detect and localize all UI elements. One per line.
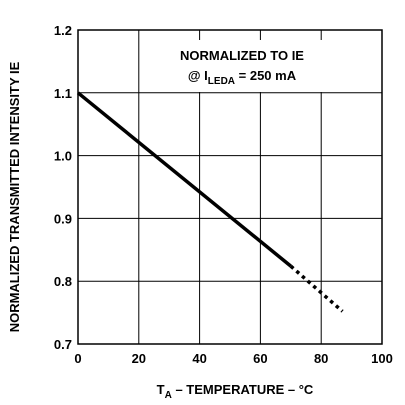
x-tick-label: 0 — [74, 351, 81, 366]
x-tick-labels: 0 20 40 60 80 100 — [74, 351, 392, 366]
x-tick-label: 80 — [314, 351, 328, 366]
x-axis-title-prefix: T — [157, 382, 165, 397]
measured-line — [78, 93, 291, 266]
annotation-box: NORMALIZED TO IE @ ILEDA = 250 mA — [140, 40, 344, 92]
x-tick-label: 60 — [253, 351, 267, 366]
annotation-line-2-rest: = 250 mA — [235, 68, 297, 83]
y-tick-label: 1.1 — [54, 86, 72, 101]
y-tick-label: 0.8 — [54, 274, 72, 289]
annotation-line-2-prefix: @ I — [188, 68, 208, 83]
x-tick-label: 20 — [132, 351, 146, 366]
annotation-line-1: NORMALIZED TO IE — [180, 48, 304, 63]
extrapolated-line — [291, 266, 343, 311]
annotation-line-2-subscript: LEDA — [208, 76, 235, 87]
x-axis-title-subscript: A — [165, 390, 172, 401]
y-tick-label: 0.7 — [54, 337, 72, 352]
y-tick-label: 1.2 — [54, 23, 72, 38]
data-lines — [78, 93, 342, 312]
x-axis-title: TA – TEMPERATURE – °C — [157, 382, 314, 401]
y-axis-title: NORMALIZED TRANSMITTED INTENSITY IE — [7, 61, 22, 332]
y-tick-labels: 0.7 0.8 0.9 1.0 1.1 1.2 — [54, 23, 72, 352]
x-tick-label: 100 — [371, 351, 393, 366]
x-tick-label: 40 — [192, 351, 206, 366]
y-tick-label: 1.0 — [54, 149, 72, 164]
x-axis-title-rest: – TEMPERATURE – °C — [172, 382, 314, 397]
y-tick-label: 0.9 — [54, 211, 72, 226]
